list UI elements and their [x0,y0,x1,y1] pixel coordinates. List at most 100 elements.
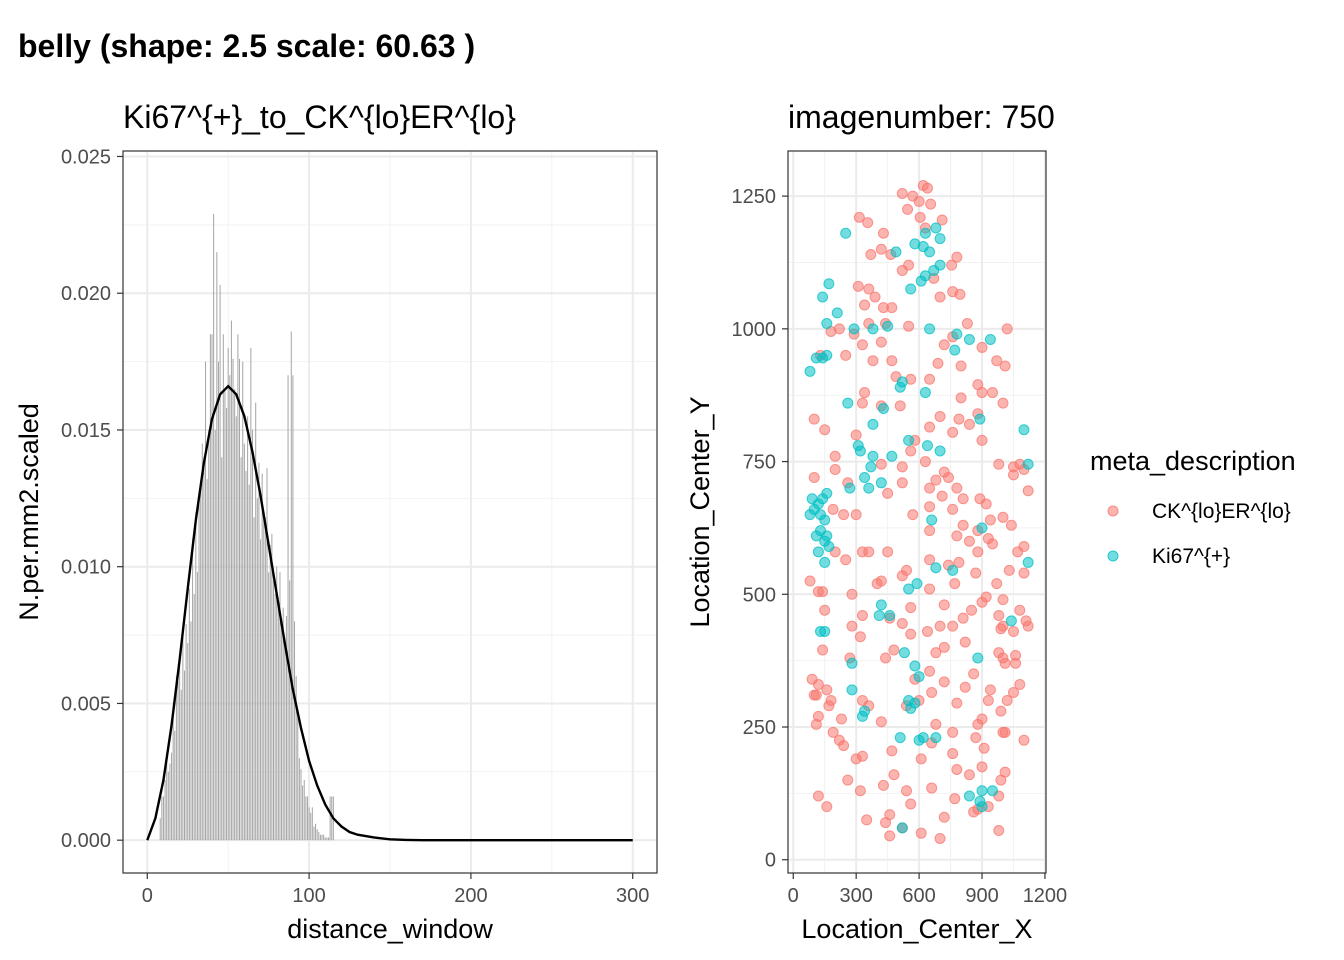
point-ck-lo-er-lo [846,588,858,600]
point-ck-lo-er-lo [896,264,908,276]
histogram-bar [274,594,276,841]
histogram-bar [281,621,283,841]
point-ck-lo-er-lo [924,525,936,537]
point-ki67 [947,564,959,576]
histogram-bar [248,484,250,841]
point-ck-lo-er-lo [856,610,868,622]
histogram-bar [232,358,234,841]
histogram-bar [224,391,226,841]
point-ki67 [930,562,942,574]
point-ki67 [963,333,975,345]
histogram-bar [234,388,236,841]
point-ck-lo-er-lo [1007,625,1019,637]
y-tick-label: 500 [743,584,776,606]
point-ki67 [972,652,984,664]
y-tick-label: 0.005 [61,693,111,715]
point-ck-lo-er-lo [976,341,988,353]
histogram-bar [318,831,320,841]
point-ck-lo-er-lo [970,567,982,579]
point-ck-lo-er-lo [925,198,937,210]
point-ck-lo-er-lo [882,546,894,558]
point-ki67 [934,233,946,245]
point-ki67 [1022,458,1034,470]
histogram-bar [171,752,173,841]
point-ck-lo-er-lo [812,790,824,802]
histogram-bar [264,517,266,841]
point-ck-lo-er-lo [997,397,1009,409]
point-ck-lo-er-lo [875,336,887,348]
y-tick-label: 0.000 [61,830,111,852]
point-ki67 [915,275,927,287]
histogram-bar [188,588,190,841]
point-ki67 [886,450,898,462]
point-ck-lo-er-lo [978,742,990,754]
point-ki67 [919,227,931,239]
point-ki67 [867,450,879,462]
point-ki67 [804,509,816,521]
histogram-bar [216,252,218,841]
point-ck-lo-er-lo [924,583,936,595]
point-ki67 [875,477,887,489]
histogram-bar [242,361,244,841]
point-ck-lo-er-lo [856,397,868,409]
point-ck-lo-er-lo [810,718,822,730]
point-ki67 [842,397,854,409]
histogram-bar [161,796,163,841]
point-ki67 [823,541,835,553]
point-ck-lo-er-lo [926,687,938,698]
legend-label-ki67: Ki67^{+} [1152,545,1230,568]
scatter-title: imagenumber: 750 [788,99,1055,135]
point-ck-lo-er-lo [949,578,961,590]
point-ck-lo-er-lo [924,501,936,513]
point-ck-lo-er-lo [957,612,969,624]
histogram-bar [245,470,247,841]
point-ck-lo-er-lo [942,471,954,483]
point-ck-lo-er-lo [850,753,862,765]
point-ck-lo-er-lo [938,599,950,611]
point-ck-lo-er-lo [968,668,980,680]
histogram-bar [222,334,224,841]
point-ck-lo-er-lo [915,753,927,765]
point-ck-lo-er-lo [867,355,879,367]
point-ki67 [819,556,831,568]
point-ki67 [898,647,910,659]
point-ki67 [817,352,829,364]
y-tick-label: 250 [743,717,776,739]
point-ck-lo-er-lo [914,211,926,223]
point-ki67 [928,264,940,276]
point-ck-lo-er-lo [934,291,946,303]
density-curve [146,384,633,842]
point-ck-lo-er-lo [997,652,1009,664]
y-tick-label: 750 [743,452,776,474]
histogram-bar [167,771,169,841]
point-ck-lo-er-lo [840,349,852,361]
point-ki67 [819,514,831,526]
point-ki67 [819,625,831,637]
point-ck-lo-er-lo [907,509,919,521]
point-ck-lo-er-lo [886,745,898,757]
point-ki67 [804,365,816,377]
point-ki67 [896,376,908,388]
point-ki67 [976,785,988,797]
point-ki67 [812,546,824,558]
histogram-bar [211,334,213,841]
point-ck-lo-er-lo [877,227,889,239]
histogram-grid [123,151,657,873]
point-ck-lo-er-lo [1001,323,1013,335]
histogram-bar [253,517,255,841]
histogram-bar [305,796,307,841]
point-ck-lo-er-lo [930,474,942,486]
point-ki67 [913,671,925,683]
histogram-bar [324,837,326,841]
point-ck-lo-er-lo [963,418,975,430]
point-ki67 [903,434,915,446]
point-ck-lo-er-lo [954,288,966,300]
histogram-bar [303,780,305,841]
point-ki67 [873,610,885,622]
point-ck-lo-er-lo [949,793,961,805]
histogram-bar [193,594,195,841]
point-ck-lo-er-lo [936,490,948,502]
histogram-bar [298,758,300,841]
histogram-bar [315,823,317,841]
point-ck-lo-er-lo [808,413,820,425]
